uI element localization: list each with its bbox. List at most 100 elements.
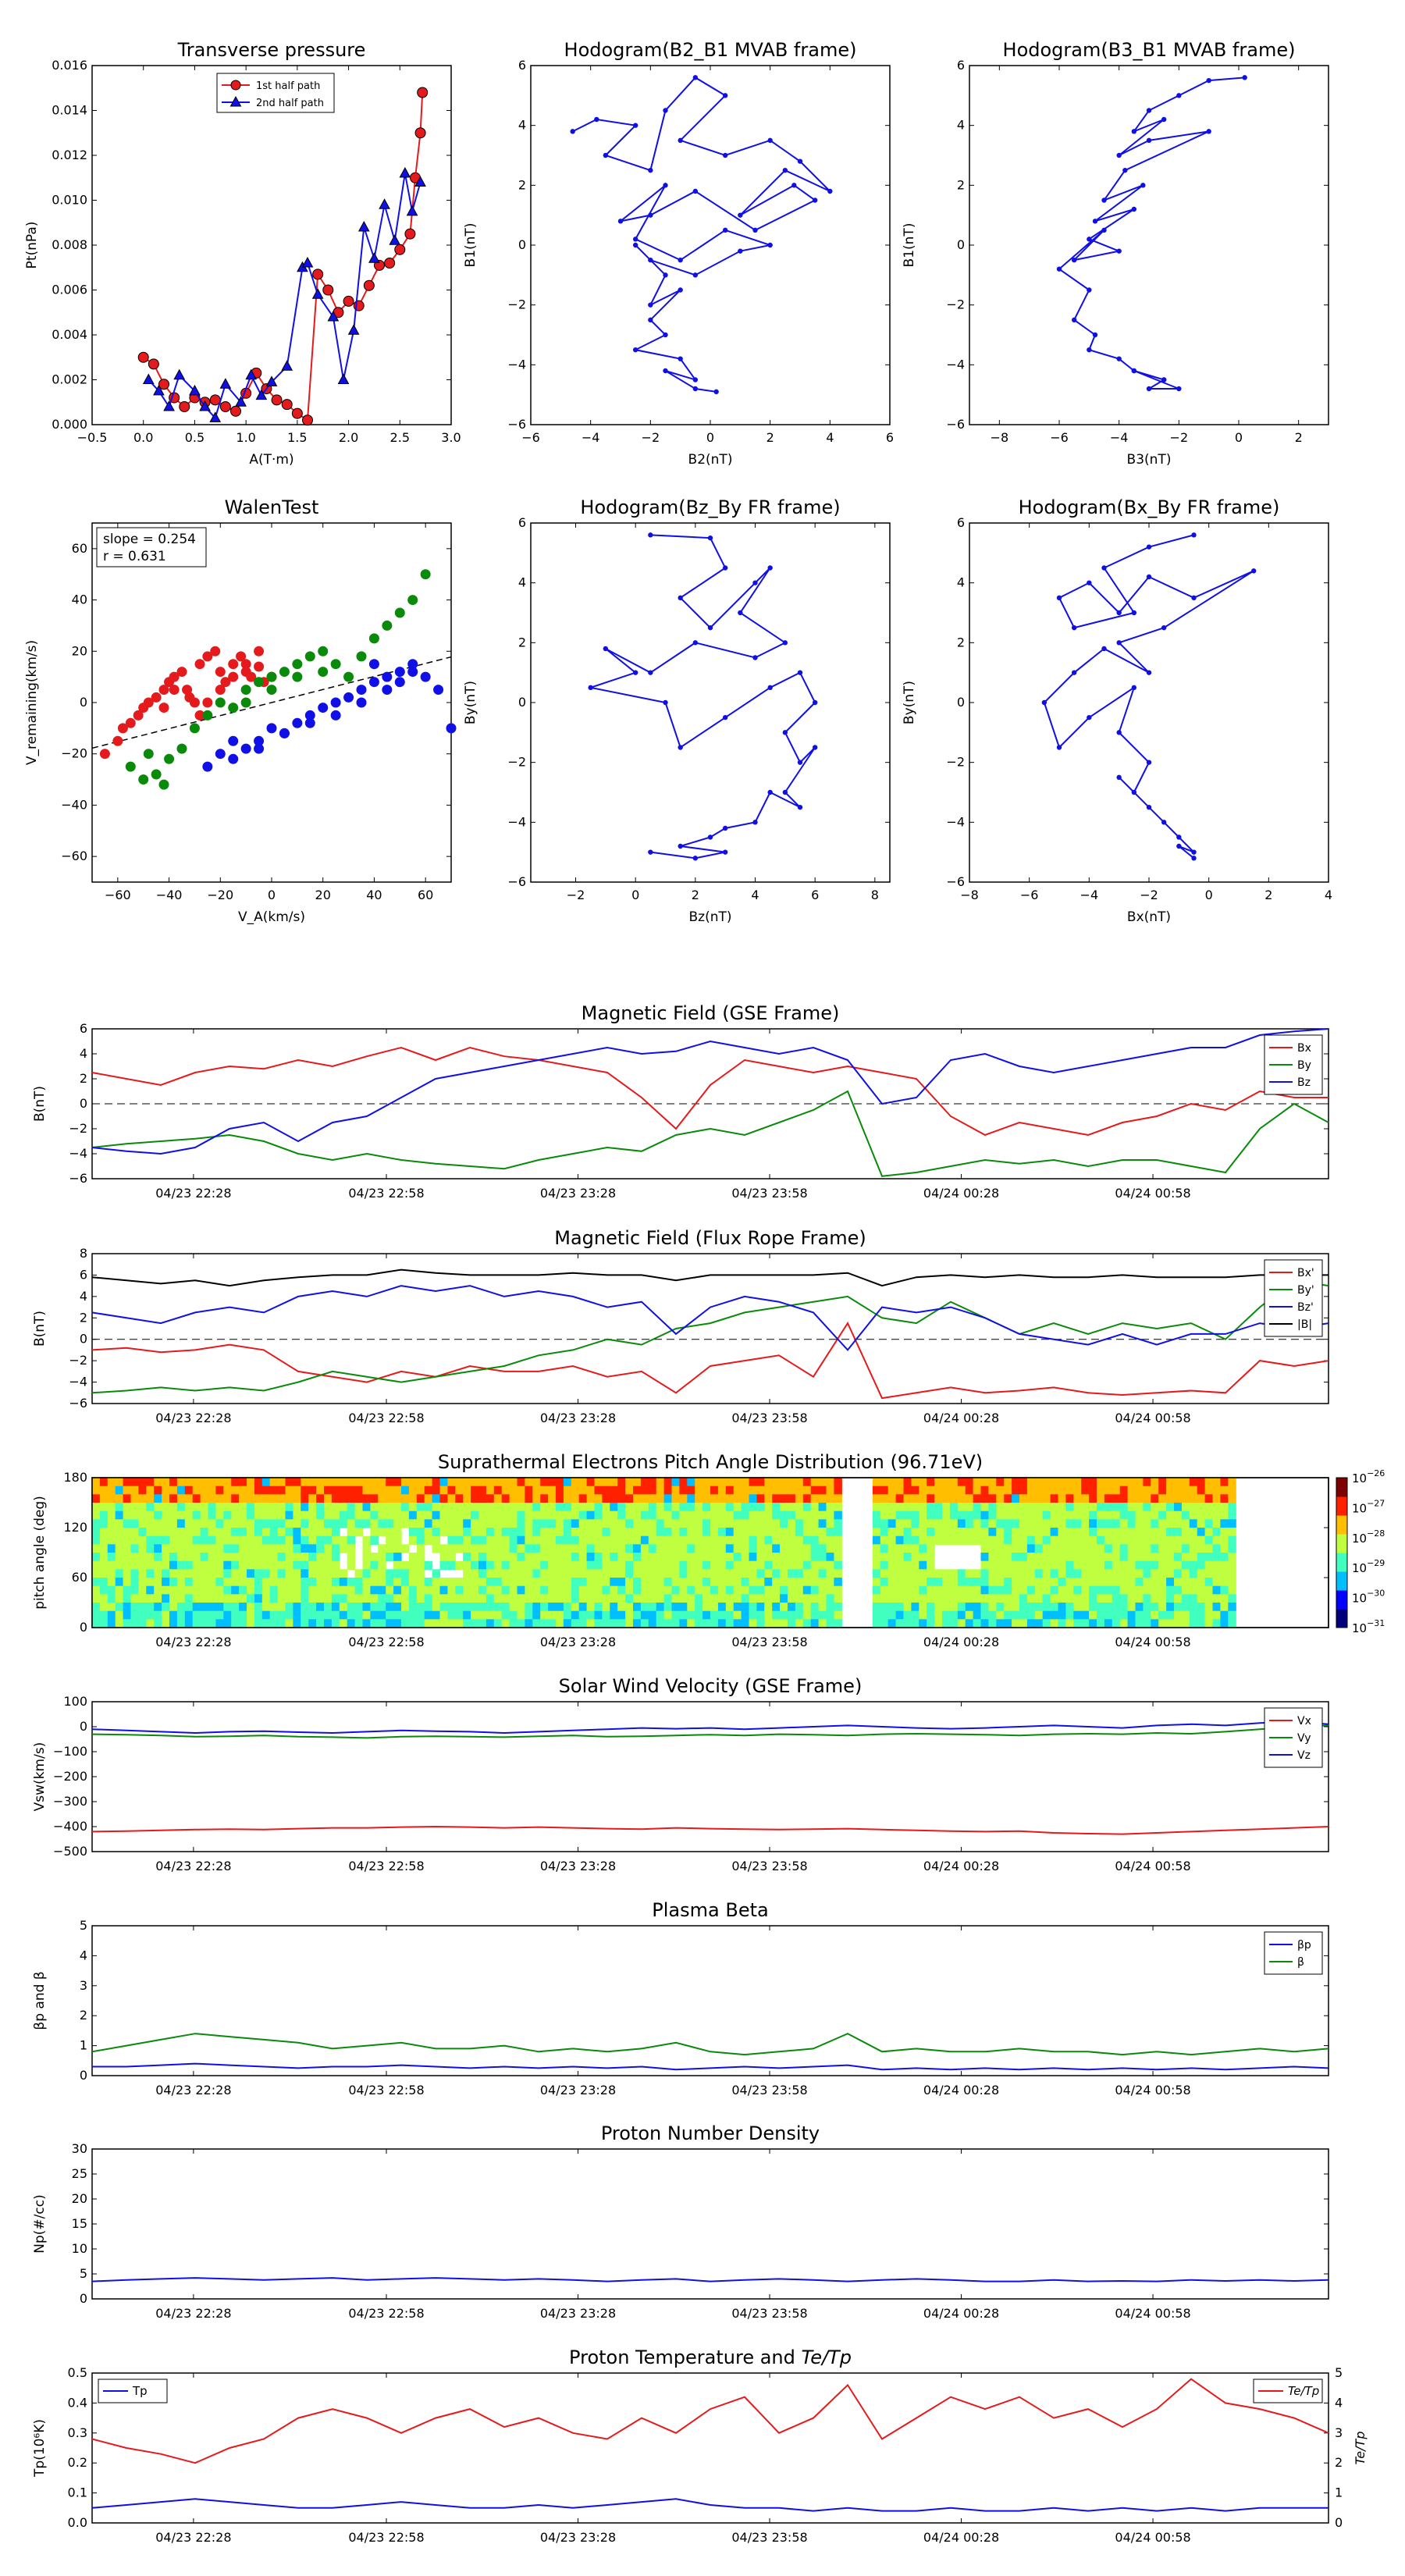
data-point — [1206, 129, 1211, 134]
heatmap-cell — [795, 1619, 804, 1628]
heatmap-cell — [610, 1494, 618, 1503]
heatmap-cell — [486, 1528, 495, 1537]
data-point — [797, 670, 803, 675]
time-tick-label: 04/23 22:58 — [348, 1635, 424, 1649]
heatmap-cell — [578, 1485, 588, 1495]
heatmap-cell — [903, 1510, 912, 1520]
legend-label: βp — [1297, 1939, 1311, 1952]
time-tick-label: 04/24 00:28 — [923, 2306, 999, 2321]
heatmap-cell — [548, 1569, 557, 1578]
heatmap-cell — [988, 1603, 997, 1612]
heatmap-cell — [802, 1569, 812, 1578]
heatmap-cell — [169, 1603, 178, 1612]
heatmap-cell — [416, 1560, 425, 1570]
data-point — [1101, 565, 1107, 571]
y-tick-label: −2 — [946, 297, 965, 312]
heatmap-cell — [501, 1569, 510, 1578]
heatmap-cell — [934, 1494, 943, 1503]
heatmap-cell — [1119, 1519, 1129, 1528]
heatmap-cell — [123, 1619, 132, 1628]
heatmap-cell — [687, 1510, 695, 1520]
heatmap-cell — [123, 1519, 132, 1528]
heatmap-cell — [1181, 1585, 1190, 1595]
heatmap-cell — [578, 1510, 588, 1520]
heatmap-cell — [1112, 1569, 1121, 1578]
heatmap-cell — [401, 1560, 410, 1570]
heatmap-cell — [741, 1603, 750, 1612]
heatmap-cell — [501, 1603, 510, 1612]
heatmap-cell — [471, 1510, 479, 1520]
heatmap-cell — [1135, 1519, 1144, 1528]
heatmap-cell — [339, 1619, 348, 1628]
heatmap-cell — [463, 1553, 471, 1562]
heatmap-cell — [138, 1553, 147, 1562]
y-tick-label: 2 — [518, 177, 526, 192]
data-point — [184, 692, 195, 703]
heatmap-cell — [254, 1553, 263, 1562]
data-point — [692, 188, 699, 194]
heatmap-cell — [532, 1578, 541, 1587]
heatmap-cell — [788, 1619, 796, 1628]
heatmap-cell — [1097, 1594, 1105, 1603]
heatmap-cell — [1012, 1560, 1020, 1570]
heatmap-cell — [386, 1519, 394, 1528]
heatmap-cell — [130, 1510, 139, 1520]
heatmap-cell — [424, 1578, 433, 1587]
heatmap-cell — [200, 1585, 209, 1595]
heatmap-cell — [285, 1603, 293, 1612]
heatmap-cell — [710, 1594, 719, 1603]
heatmap-cell — [834, 1503, 842, 1512]
time-tick-label: 04/24 00:58 — [1115, 1411, 1190, 1425]
heatmap-cell — [432, 1478, 441, 1487]
heatmap-cell — [1034, 1494, 1044, 1503]
heatmap-cell — [1104, 1610, 1113, 1620]
heatmap-cell — [1081, 1535, 1090, 1545]
heatmap-cell — [463, 1510, 471, 1520]
heatmap-cell — [1019, 1485, 1028, 1495]
panel-0: Transverse pressure−0.5 0.0 0.5 1.0 1.5 2.0 2.… — [24, 39, 461, 468]
heatmap-cell — [1204, 1485, 1214, 1495]
y-tick-label: 6 — [80, 1021, 87, 1036]
heatmap-cell — [1065, 1528, 1074, 1537]
heatmap-cell — [1212, 1528, 1221, 1537]
heatmap-cell — [1097, 1610, 1105, 1620]
heatmap-cell — [640, 1569, 649, 1578]
heatmap-cell — [725, 1519, 735, 1528]
data-point — [394, 607, 405, 618]
panel-title: Hodogram(B2_B1 MVAB frame) — [564, 39, 857, 61]
heatmap-cell — [1034, 1569, 1044, 1578]
heatmap-cell — [1151, 1485, 1159, 1495]
heatmap-cell — [378, 1528, 386, 1537]
heatmap-cell — [887, 1519, 897, 1528]
colorbar-segment — [1336, 1553, 1347, 1572]
heatmap-cell — [679, 1569, 688, 1578]
heatmap-cell — [393, 1603, 402, 1612]
heatmap-cell — [903, 1528, 912, 1537]
heatmap-cell — [957, 1485, 966, 1495]
heatmap-cell — [130, 1578, 139, 1587]
heatmap-cell — [980, 1594, 989, 1603]
heatmap-cell — [1004, 1553, 1012, 1562]
heatmap-cell — [362, 1544, 371, 1553]
time-tick-label: 04/24 00:58 — [1115, 2530, 1190, 2545]
heatmap-cell — [107, 1485, 116, 1495]
y-tick-label: 0.4 — [68, 2395, 87, 2410]
y-tick-label: 0.0 — [68, 2515, 87, 2530]
heatmap-cell — [1042, 1503, 1051, 1512]
heatmap-cell — [130, 1478, 139, 1487]
legend-marker — [230, 80, 241, 91]
heatmap-cell — [386, 1478, 394, 1487]
heatmap-cell — [463, 1478, 471, 1487]
heatmap-cell — [617, 1603, 626, 1612]
heatmap-cell — [393, 1544, 402, 1553]
heatmap-cell — [362, 1594, 371, 1603]
heatmap-cell — [725, 1560, 735, 1570]
heatmap-cell — [965, 1619, 974, 1628]
heatmap-cell — [1042, 1494, 1051, 1503]
heatmap-cell — [471, 1619, 479, 1628]
heatmap-cell — [239, 1560, 247, 1570]
heatmap-cell — [146, 1585, 155, 1595]
heatmap-cell — [354, 1603, 364, 1612]
heatmap-cell — [486, 1494, 495, 1503]
heatmap-cell — [717, 1585, 727, 1595]
